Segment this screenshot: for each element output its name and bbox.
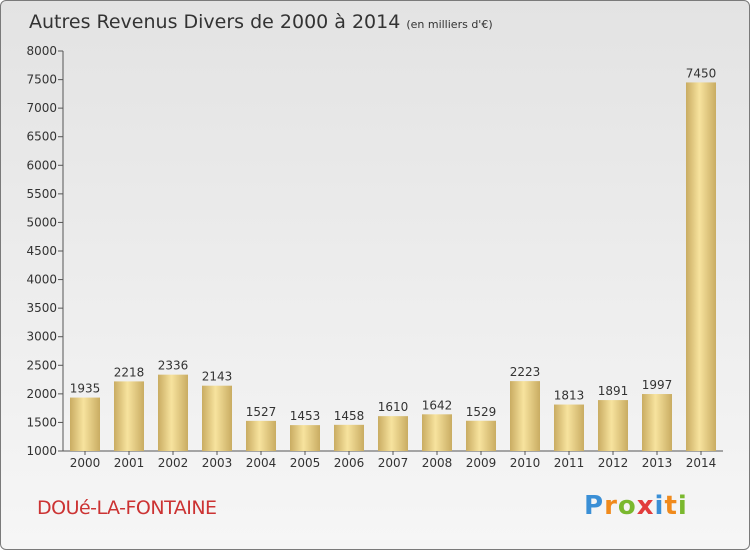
bar bbox=[642, 394, 672, 451]
bar-value-label: 1529 bbox=[466, 405, 497, 419]
bar bbox=[554, 404, 584, 451]
location-name: DOUé-LA-FONTAINE bbox=[37, 497, 217, 519]
bar bbox=[422, 414, 452, 451]
bar bbox=[466, 420, 496, 451]
bar bbox=[246, 420, 276, 451]
bar bbox=[510, 381, 540, 451]
bar-value-label: 1642 bbox=[422, 398, 453, 412]
y-tick-label: 8000 bbox=[26, 44, 57, 58]
proxiti-logo: Proxiti bbox=[584, 491, 688, 521]
bar bbox=[334, 424, 364, 451]
bar-value-label: 1453 bbox=[290, 409, 321, 423]
logo-letter: i bbox=[654, 491, 665, 521]
x-tick-label: 2010 bbox=[510, 456, 541, 470]
logo-letter: t bbox=[664, 491, 678, 521]
bar-value-label: 1458 bbox=[334, 409, 365, 423]
y-tick-label: 6000 bbox=[26, 158, 57, 172]
chart-bars bbox=[70, 82, 716, 451]
x-tick-label: 2007 bbox=[378, 456, 409, 470]
x-tick-label: 2003 bbox=[202, 456, 233, 470]
logo-letter: o bbox=[617, 491, 637, 521]
y-tick-label: 7500 bbox=[26, 73, 57, 87]
y-tick-label: 2000 bbox=[26, 387, 57, 401]
x-tick-label: 2001 bbox=[114, 456, 145, 470]
x-tick-label: 2005 bbox=[290, 456, 321, 470]
y-tick-label: 1000 bbox=[26, 444, 57, 458]
x-tick-label: 2014 bbox=[686, 456, 717, 470]
logo-letter: P bbox=[584, 491, 605, 521]
y-tick-label: 2500 bbox=[26, 358, 57, 372]
y-tick-label: 3000 bbox=[26, 330, 57, 344]
x-tick-label: 2012 bbox=[598, 456, 629, 470]
bar bbox=[686, 82, 716, 451]
bar bbox=[70, 397, 100, 451]
logo-letter: r bbox=[604, 491, 618, 521]
bar-value-label: 2143 bbox=[202, 370, 233, 384]
bar-value-label: 2336 bbox=[158, 359, 189, 373]
logo-letter: x bbox=[636, 491, 655, 521]
chart-title: Autres Revenus Divers de 2000 à 2014 (en … bbox=[29, 11, 493, 33]
x-tick-label: 2009 bbox=[466, 456, 497, 470]
bar-value-label: 1935 bbox=[70, 382, 101, 396]
chart-labels: 1935 2000 2218 2001 2336 2002 2143 2003 1527 2004… bbox=[70, 66, 717, 470]
x-tick-label: 2008 bbox=[422, 456, 453, 470]
bar bbox=[158, 374, 188, 451]
y-tick-label: 3500 bbox=[26, 301, 57, 315]
x-tick-label: 2004 bbox=[246, 456, 277, 470]
bar-value-label: 1891 bbox=[598, 384, 629, 398]
bar-value-label: 1610 bbox=[378, 400, 409, 414]
bar-value-label: 2223 bbox=[510, 365, 541, 379]
y-tick-label: 4000 bbox=[26, 273, 57, 287]
y-tick-label: 5500 bbox=[26, 187, 57, 201]
chart-title-text: Autres Revenus Divers de 2000 à 2014 bbox=[29, 11, 401, 33]
bar-value-label: 1527 bbox=[246, 405, 277, 419]
bar-value-label: 2218 bbox=[114, 365, 145, 379]
x-tick-label: 2006 bbox=[334, 456, 365, 470]
bar bbox=[202, 385, 232, 451]
bar-value-label: 1997 bbox=[642, 378, 673, 392]
y-tick-label: 6500 bbox=[26, 130, 57, 144]
x-tick-label: 2013 bbox=[642, 456, 673, 470]
bar-value-label: 1813 bbox=[554, 389, 585, 403]
logo-letter: i bbox=[677, 491, 688, 521]
bar-value-label: 7450 bbox=[686, 66, 717, 80]
bar bbox=[290, 425, 320, 451]
y-tick-label: 5000 bbox=[26, 215, 57, 229]
y-tick-label: 1500 bbox=[26, 415, 57, 429]
bar bbox=[114, 381, 144, 451]
bar bbox=[378, 416, 408, 451]
x-tick-label: 2000 bbox=[70, 456, 101, 470]
x-tick-label: 2011 bbox=[554, 456, 585, 470]
x-tick-label: 2002 bbox=[158, 456, 189, 470]
y-tick-label: 7000 bbox=[26, 101, 57, 115]
y-tick-label: 4500 bbox=[26, 244, 57, 258]
chart-unit: (en milliers d'€) bbox=[406, 18, 493, 31]
bar bbox=[598, 400, 628, 451]
